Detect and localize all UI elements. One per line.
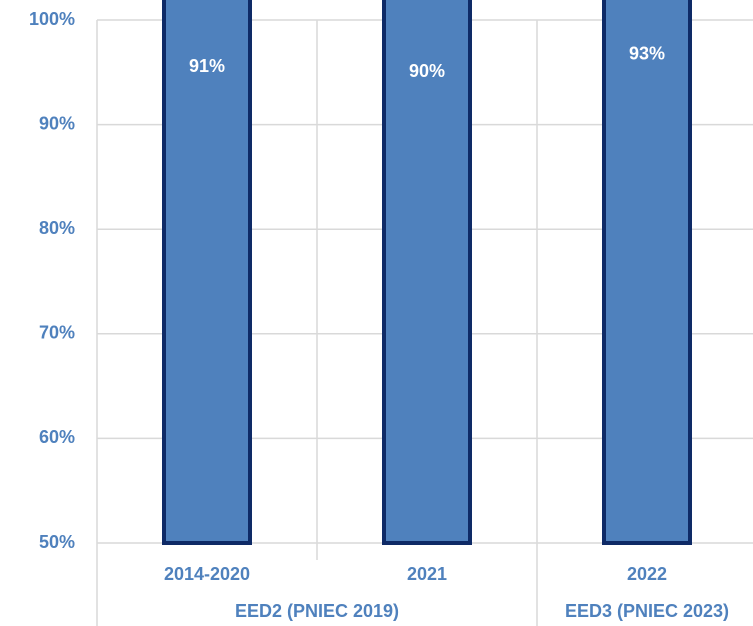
y-tick-label: 90% (39, 113, 75, 133)
x-tick-label: 2014-2020 (164, 564, 250, 584)
y-tick-label: 60% (39, 427, 75, 447)
bar (162, 0, 252, 545)
data-label: 91% (189, 56, 225, 76)
group-label: EED3 (PNIEC 2023) (565, 601, 729, 621)
data-label: 90% (409, 61, 445, 81)
y-tick-label: 100% (29, 9, 75, 29)
y-tick-label: 70% (39, 323, 75, 343)
y-tick-label: 80% (39, 218, 75, 238)
group-label: EED2 (PNIEC 2019) (235, 601, 399, 621)
x-tick-label: 2022 (627, 564, 667, 584)
y-tick-label: 50% (39, 532, 75, 552)
x-tick-label: 2021 (407, 564, 447, 584)
bar (382, 0, 472, 546)
data-label: 93% (629, 43, 665, 63)
bar (602, 0, 692, 545)
